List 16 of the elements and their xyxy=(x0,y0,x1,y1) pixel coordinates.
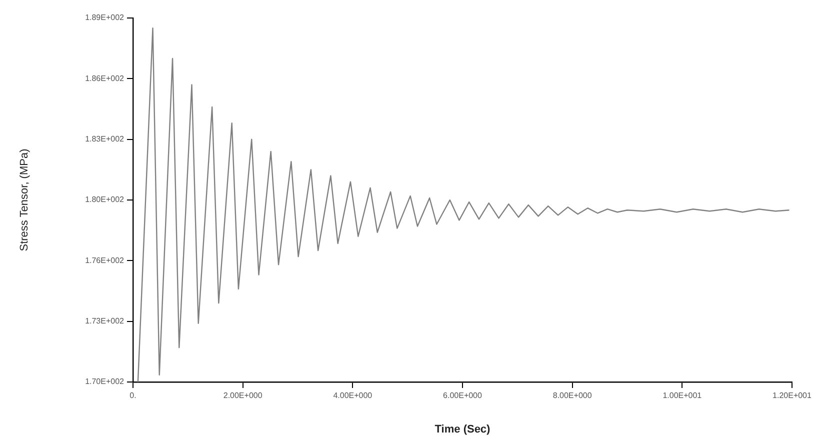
x-axis-title: Time (Sec) xyxy=(434,423,491,436)
x-tick-label: 4.00E+000 xyxy=(333,391,373,400)
x-tick-label: 8.00E+000 xyxy=(552,391,592,400)
x-tick-label: 1.20E+001 xyxy=(772,391,812,400)
y-tick-label: 1.89E+002 xyxy=(85,13,125,22)
x-tick-label: 1.00E+001 xyxy=(662,391,702,400)
y-tick-label: 1.70E+002 xyxy=(85,377,125,386)
y-tick-label: 1.76E+002 xyxy=(85,256,125,265)
y-tick-label: 1.73E+002 xyxy=(85,316,125,326)
x-tick-label: 2.00E+000 xyxy=(223,391,263,400)
y-tick-label: 1.83E+002 xyxy=(85,134,125,144)
x-tick-label: 6.00E+000 xyxy=(443,391,483,400)
y-axis-title: Stress Tensor, (MPa) xyxy=(18,148,31,252)
x-tick-label: 0. xyxy=(130,391,136,400)
y-tick-label: 1.86E+002 xyxy=(85,74,125,83)
y-tick-label: 1.80E+002 xyxy=(85,195,125,204)
